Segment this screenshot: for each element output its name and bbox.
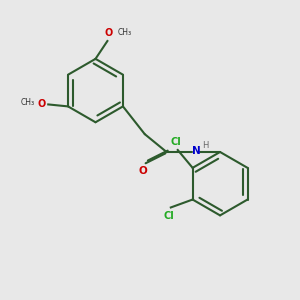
Text: Cl: Cl (164, 212, 174, 221)
Text: N: N (192, 146, 201, 156)
Text: Cl: Cl (170, 137, 181, 147)
Text: O: O (138, 166, 147, 176)
Text: O: O (104, 28, 112, 38)
Text: CH₃: CH₃ (117, 28, 131, 37)
Text: H: H (202, 140, 208, 149)
Text: CH₃: CH₃ (20, 98, 34, 107)
Text: O: O (37, 99, 45, 110)
